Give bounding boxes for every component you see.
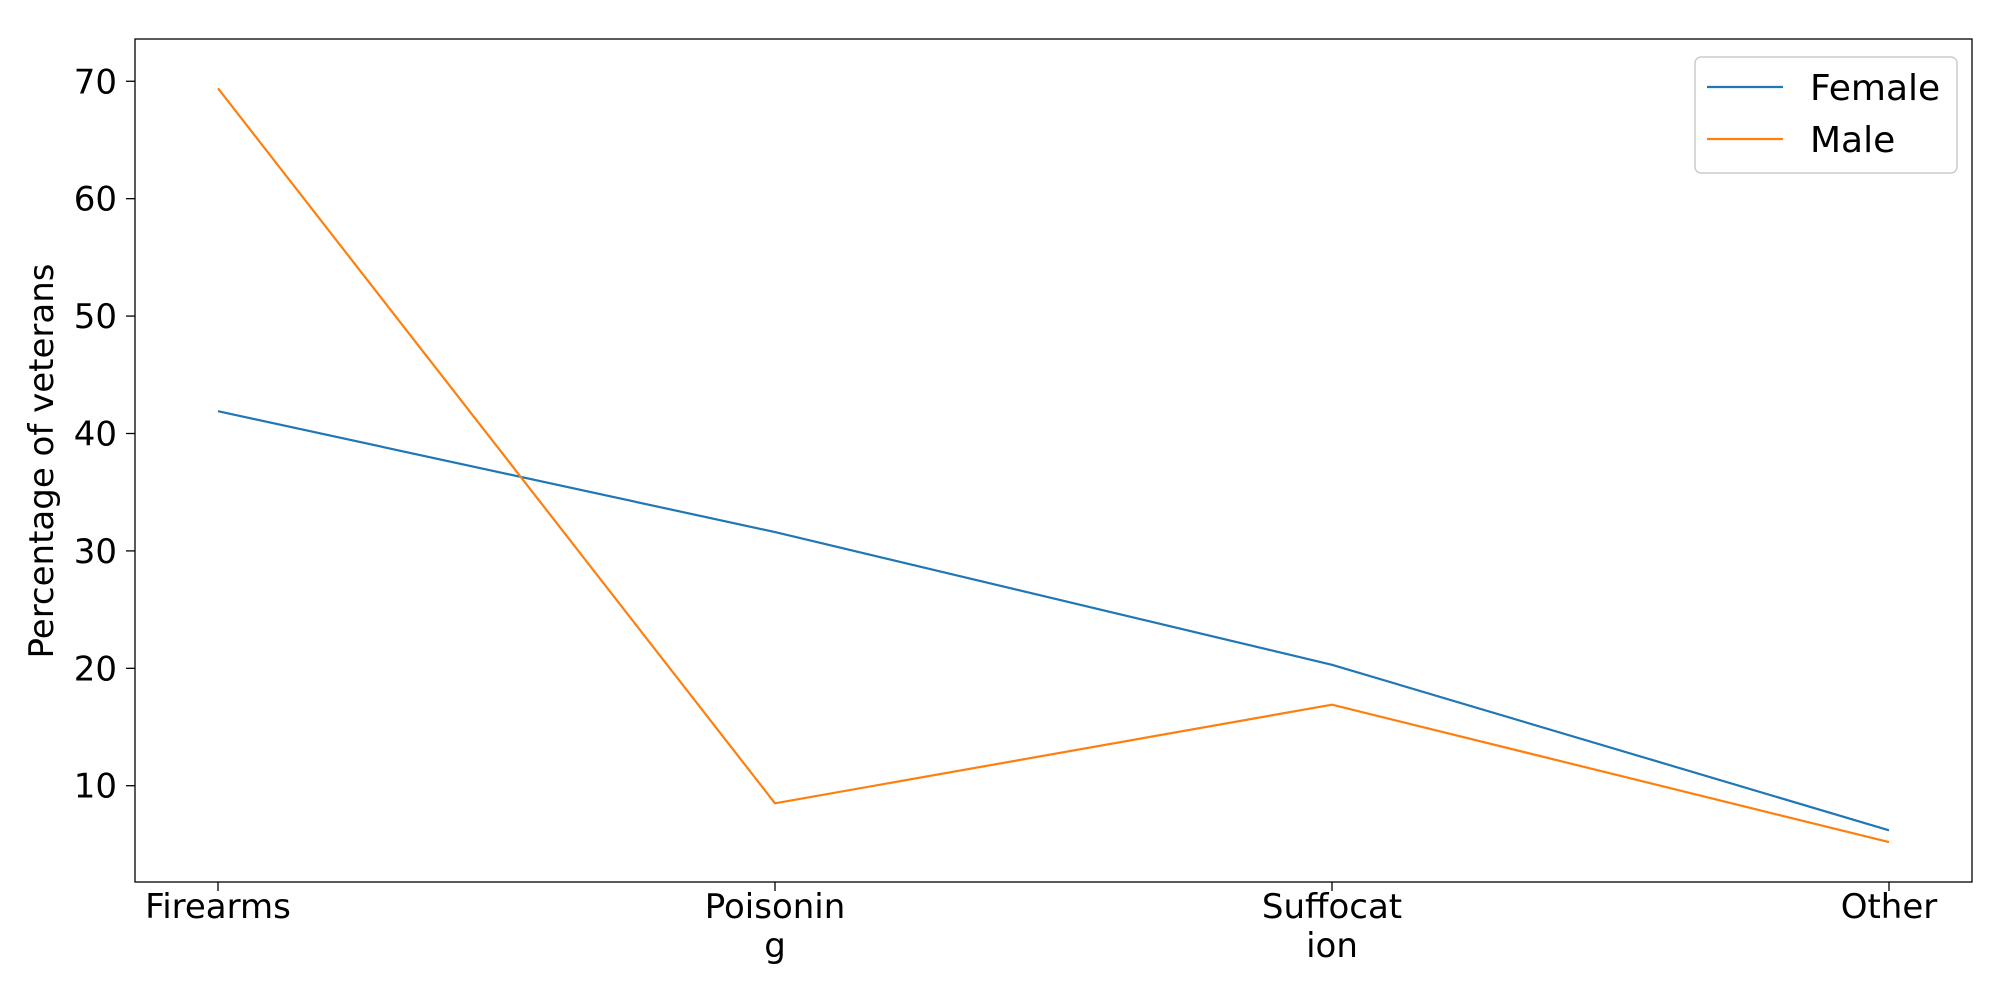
y-tick-label: 60 — [74, 180, 117, 220]
y-tick-label: 50 — [74, 297, 117, 337]
legend-label-male: Male — [1810, 120, 1895, 161]
x-tick-label: Firearms — [145, 887, 291, 927]
y-axis-label: Percentage of veterans — [22, 263, 62, 658]
y-axis: 10 20 30 40 50 60 70 — [74, 62, 135, 807]
series-line-female — [217, 410, 1890, 832]
y-tick-label: 20 — [74, 649, 117, 689]
series-line-male — [217, 87, 1890, 844]
y-tick-label: 70 — [74, 62, 117, 102]
y-tick-label: 10 — [74, 767, 117, 807]
x-tick-label: Poisonin — [705, 887, 846, 927]
y-tick-label: 40 — [74, 414, 117, 454]
x-tick-label: ion — [1306, 926, 1358, 966]
legend: Female Male — [1694, 56, 1958, 174]
series-layer — [217, 87, 1890, 844]
x-tick-label: Suffocat — [1262, 887, 1402, 927]
y-tick-label: 30 — [74, 532, 117, 572]
x-tick-label: g — [764, 926, 786, 966]
plot-frame — [134, 38, 1973, 883]
x-tick-label: Other — [1841, 887, 1938, 927]
legend-label-female: Female — [1810, 68, 1940, 109]
plot-area — [134, 38, 1973, 883]
